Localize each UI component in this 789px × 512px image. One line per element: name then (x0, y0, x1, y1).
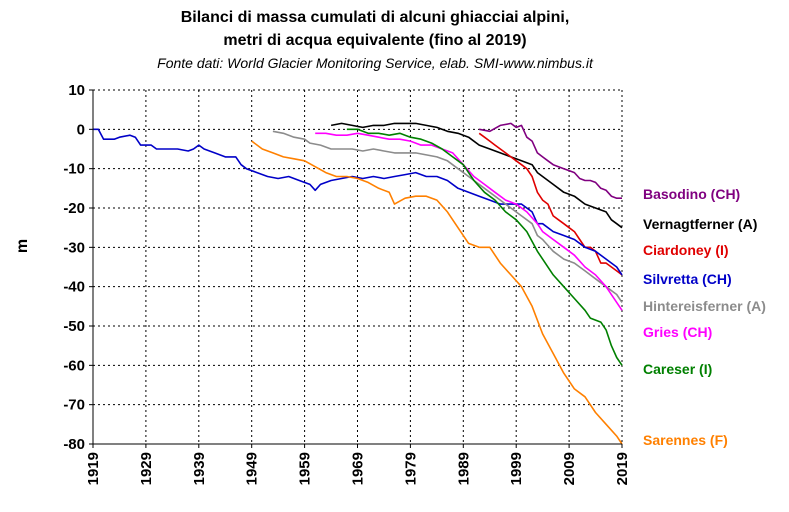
y-axis-label: m (14, 239, 31, 253)
x-tick-labels: 1919 1929 1939 1949 1959 1969 1979 1989 1999 2009… (85, 452, 631, 485)
series-line-sarennes-f (251, 140, 623, 445)
series-label-basodino-ch: Basodino (CH) (643, 186, 740, 202)
series-layer (93, 122, 623, 445)
series-label-silvretta-ch: Silvretta (CH) (643, 271, 732, 287)
series-label-hintereisferner-a: Hintereisferner (A) (643, 298, 766, 314)
x-tick-label: 1949 (244, 452, 261, 485)
y-tick-label: -70 (63, 397, 85, 414)
x-tick-label: 2019 (614, 452, 631, 485)
y-tick-label: -50 (63, 318, 85, 335)
series-label-sarennes-f: Sarennes (F) (643, 432, 728, 448)
x-tick-label: 2009 (561, 452, 578, 485)
series-label-careser-i: Careser (I) (643, 361, 712, 377)
x-tick-label: 1919 (85, 452, 102, 485)
chart-subtitle: Fonte dati: World Glacier Monitoring Ser… (157, 55, 593, 71)
x-tick-label: 1999 (508, 452, 525, 485)
series-line-vernagtferner-a (330, 122, 623, 229)
x-tick-label: 1979 (402, 452, 419, 485)
y-tick-label: -10 (63, 161, 85, 178)
series-line-careser-i (346, 128, 623, 366)
series-line-basodino-ch (479, 122, 622, 199)
grid-lines (92, 89, 623, 445)
y-tick-label: -80 (63, 436, 85, 453)
axes (89, 89, 623, 448)
series-label-ciardoney-i: Ciardoney (I) (643, 242, 729, 258)
x-tick-label: 1929 (138, 452, 155, 485)
y-tick-label: -20 (63, 200, 85, 217)
y-tick-label: -30 (63, 239, 85, 256)
y-tick-label: -40 (63, 279, 85, 296)
x-tick-label: 1959 (297, 452, 314, 485)
x-tick-label: 1969 (350, 452, 367, 485)
y-tick-labels: 10 0 -10 -20 -30 -40 -50 -60 -70 -80 (63, 82, 85, 453)
chart-title-line1: Bilanci di massa cumulati di alcuni ghia… (180, 9, 570, 26)
series-label-vernagtferner-a: Vernagtferner (A) (643, 216, 757, 232)
x-tick-label: 1989 (455, 452, 472, 485)
x-tick-label: 1939 (191, 452, 208, 485)
y-tick-label: 0 (77, 121, 85, 138)
y-tick-label: 10 (68, 82, 85, 99)
series-line-gries-ch (315, 132, 623, 311)
chart-title-line2: metri di acqua equivalente (fino al 2019… (223, 32, 527, 49)
y-tick-label: -60 (63, 357, 85, 374)
series-line-ciardoney-i (478, 132, 623, 276)
series-labels: Basodino (CH) Vernagtferner (A) Ciardoney … (643, 186, 766, 448)
series-label-gries-ch: Gries (CH) (643, 324, 712, 340)
series-line-hintereisferner-a (272, 130, 623, 303)
series-line-silvretta-ch (93, 128, 623, 276)
